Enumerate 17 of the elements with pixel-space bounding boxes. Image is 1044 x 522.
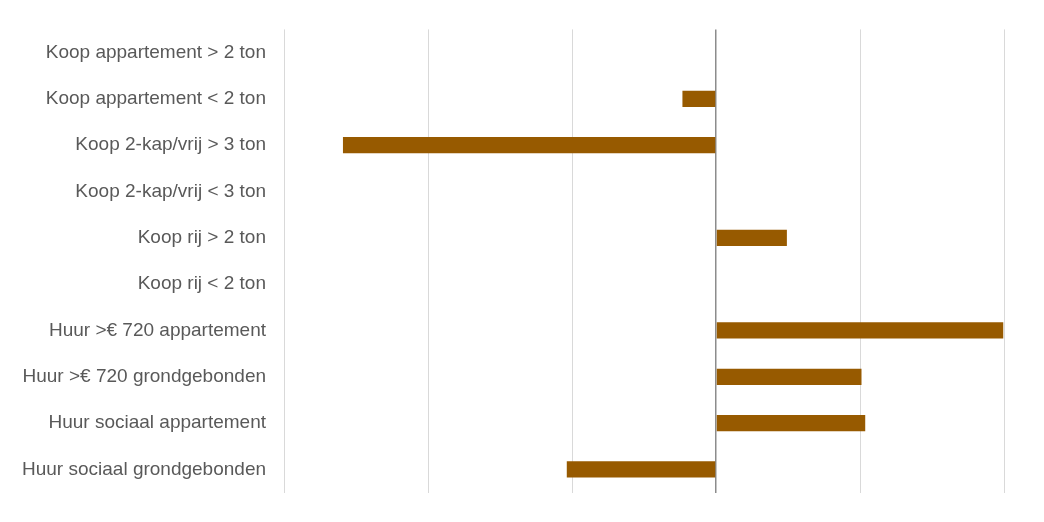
bar bbox=[716, 229, 787, 246]
bar bbox=[566, 461, 716, 478]
y-tick-label: Huur >€ 720 appartement bbox=[48, 318, 267, 340]
y-tick-label: Koop 2-kap/vrij < 3 ton bbox=[75, 179, 267, 201]
bar bbox=[716, 368, 862, 385]
y-tick-label: Koop rij < 2 ton bbox=[137, 272, 267, 294]
y-tick-label: Koop appartement < 2 ton bbox=[45, 87, 267, 109]
y-tick-label: Huur sociaal grondgebonden bbox=[22, 457, 267, 479]
y-tick-label: Koop appartement > 2 ton bbox=[45, 40, 267, 62]
bar bbox=[342, 137, 716, 154]
bar bbox=[682, 90, 716, 107]
y-tick-label: Huur >€ 720 grondgebonden bbox=[22, 365, 267, 387]
y-tick-label: Koop 2-kap/vrij > 3 ton bbox=[75, 133, 267, 155]
y-tick-label: Koop rij > 2 ton bbox=[137, 226, 267, 248]
bar bbox=[716, 322, 1004, 339]
y-tick-label: Huur sociaal appartement bbox=[48, 411, 267, 433]
bar bbox=[716, 415, 866, 432]
